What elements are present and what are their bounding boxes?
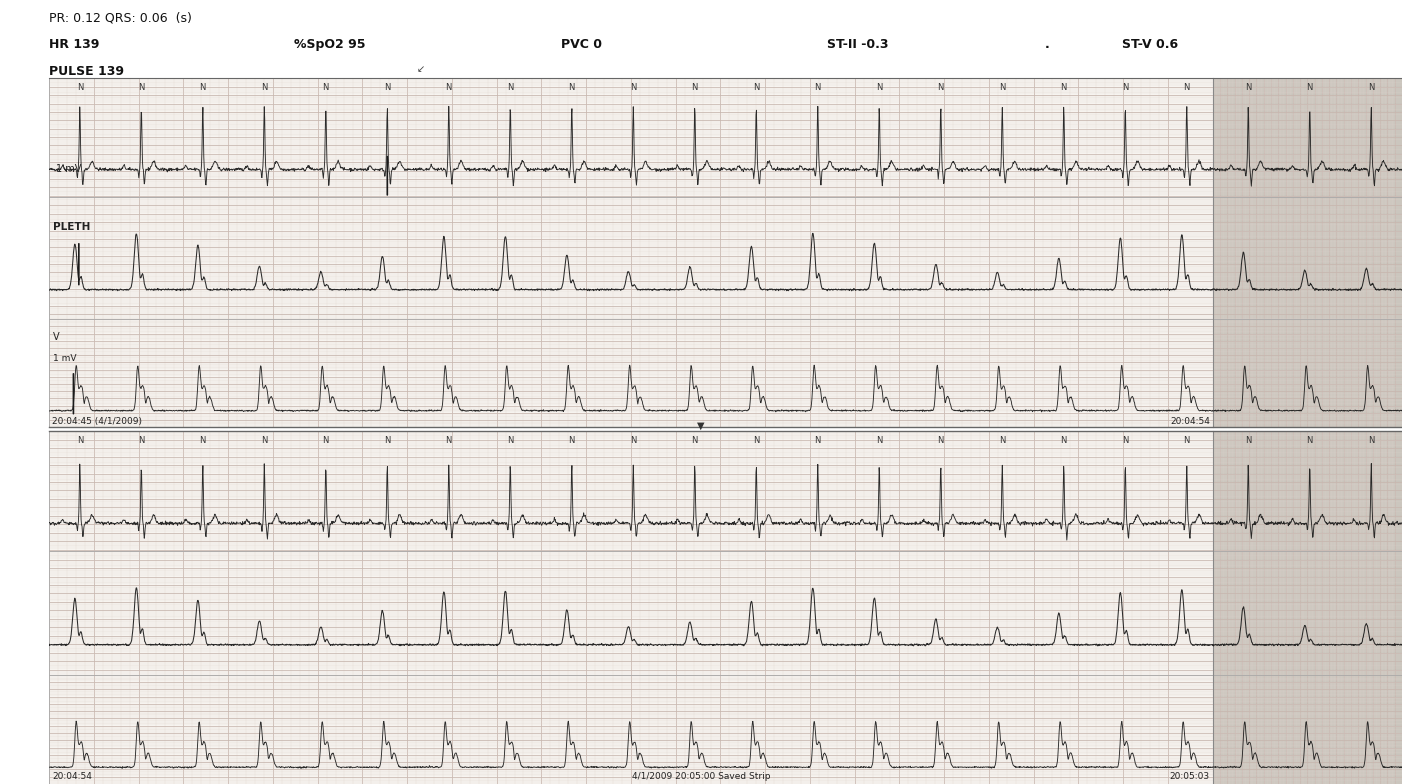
Text: 1 mV: 1 mV (56, 164, 81, 174)
Text: N: N (1122, 82, 1129, 92)
Text: N: N (139, 436, 144, 445)
Text: N: N (446, 436, 451, 445)
Text: 20:04:45 (4/1/2009): 20:04:45 (4/1/2009) (52, 417, 142, 426)
Text: N: N (1060, 82, 1067, 92)
Text: 1 mV: 1 mV (53, 354, 77, 363)
Text: N: N (876, 436, 882, 445)
Text: N: N (753, 82, 760, 92)
Text: N: N (815, 436, 822, 445)
Text: V: V (53, 332, 60, 342)
Text: .: . (1044, 38, 1049, 51)
Text: N: N (384, 436, 391, 445)
Text: N: N (508, 436, 513, 445)
Text: N: N (261, 436, 268, 445)
Text: N: N (691, 436, 698, 445)
Text: N: N (569, 436, 575, 445)
Text: N: N (753, 436, 760, 445)
Text: N: N (1183, 82, 1190, 92)
Text: N: N (446, 82, 451, 92)
Text: PR: 0.12 QRS: 0.06  (s): PR: 0.12 QRS: 0.06 (s) (49, 12, 192, 25)
Text: N: N (1368, 82, 1374, 92)
Text: N: N (629, 436, 637, 445)
Text: HR 139: HR 139 (49, 38, 100, 51)
Text: 20:04:54: 20:04:54 (1171, 417, 1210, 426)
Text: %SpO2 95: %SpO2 95 (294, 38, 366, 51)
Text: 20:04:54: 20:04:54 (52, 772, 91, 782)
Text: N: N (876, 82, 882, 92)
Text: N: N (199, 436, 206, 445)
Text: N: N (77, 82, 83, 92)
Text: N: N (1000, 436, 1005, 445)
Text: N: N (384, 82, 391, 92)
Text: N: N (322, 82, 329, 92)
Text: N: N (508, 82, 513, 92)
Text: 20:05:03: 20:05:03 (1169, 772, 1210, 782)
Text: N: N (199, 82, 206, 92)
Text: PVC 0: PVC 0 (561, 38, 601, 51)
Text: N: N (629, 82, 637, 92)
Text: ST-II -0.3: ST-II -0.3 (827, 38, 889, 51)
Text: N: N (1183, 436, 1190, 445)
Text: N: N (1122, 436, 1129, 445)
Text: N: N (569, 82, 575, 92)
Text: ST-V 0.6: ST-V 0.6 (1122, 38, 1178, 51)
Text: N: N (1307, 82, 1312, 92)
Text: PULSE 139: PULSE 139 (49, 65, 123, 78)
Text: ▼: ▼ (697, 421, 705, 431)
Text: N: N (815, 82, 822, 92)
Text: N: N (938, 82, 944, 92)
Text: N: N (1245, 436, 1252, 445)
Text: N: N (1245, 82, 1252, 92)
Text: N: N (1307, 436, 1312, 445)
Text: N: N (322, 436, 329, 445)
Text: ↙: ↙ (416, 64, 425, 74)
Text: 4/1/2009 20:05:00 Saved Strip: 4/1/2009 20:05:00 Saved Strip (632, 772, 770, 782)
Text: N: N (1000, 82, 1005, 92)
Text: N: N (139, 82, 144, 92)
Text: N: N (1060, 436, 1067, 445)
Text: N: N (938, 436, 944, 445)
Text: N: N (1368, 436, 1374, 445)
Text: N: N (261, 82, 268, 92)
Text: PLETH: PLETH (53, 222, 91, 232)
Text: N: N (691, 82, 698, 92)
Text: N: N (77, 436, 83, 445)
